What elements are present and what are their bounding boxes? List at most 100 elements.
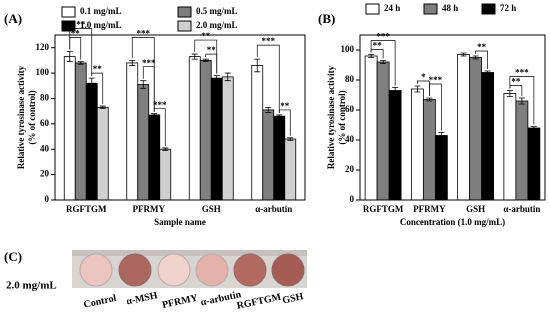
error-bar [254, 58, 261, 73]
significance-label: *** [376, 32, 390, 42]
bar [199, 59, 212, 201]
error-bar [265, 106, 272, 113]
bar [410, 88, 424, 201]
plate-photo [72, 250, 307, 288]
significance-label: *** [142, 58, 156, 68]
sample-label: PFRMY [161, 293, 199, 311]
legend-label: 0.5 mg/mL [196, 6, 238, 16]
legend-swatch [177, 20, 192, 32]
legend-label: 24 h [384, 3, 400, 13]
significance-bracket [429, 83, 442, 131]
bar [364, 55, 378, 201]
error-bar [151, 113, 158, 117]
error-bar [438, 132, 445, 139]
legend-swatch [177, 6, 192, 18]
significance-label: *** [515, 68, 529, 78]
error-bar [472, 55, 479, 60]
y-tick-label: 80 [40, 93, 50, 103]
bar [284, 138, 297, 201]
error-bar [426, 97, 433, 102]
bar [85, 82, 98, 201]
error-bar [202, 58, 209, 63]
y-tick-label: 40 [345, 134, 355, 144]
y-tick-label: 100 [341, 44, 355, 54]
sample-label: GSH [281, 291, 304, 306]
x-tick-label: GSH [202, 204, 221, 214]
y-tick-label: 20 [40, 169, 50, 179]
error-bar [162, 147, 169, 151]
significance-label: *** [262, 36, 276, 46]
error-bar [66, 51, 73, 63]
bar [210, 77, 223, 201]
x-tick-label: α-arbutin [255, 204, 292, 214]
bar [126, 62, 139, 201]
x-tick-label: α-arbutin [503, 204, 540, 214]
sample-label: α-MSH [125, 290, 159, 307]
significance-label: * [421, 72, 426, 82]
legend-label: 72 h [500, 3, 516, 13]
error-bar [213, 75, 220, 82]
legend-label: 0.1 mg/mL [80, 6, 122, 16]
significance-bracket [205, 53, 218, 74]
bar [63, 56, 76, 201]
significance-label: ** [76, 20, 86, 30]
error-bar [380, 60, 387, 64]
error-bar [287, 137, 294, 141]
error-bar [392, 87, 399, 94]
significance-label: ** [93, 64, 103, 74]
y-axis-title: Relative tyrosinase activity [16, 65, 26, 169]
y-tick-label: 120 [36, 42, 50, 52]
y-tick-label: 80 [345, 74, 355, 84]
error-bar [140, 80, 147, 89]
bar [188, 56, 201, 201]
significance-bracket [91, 72, 104, 105]
bar [376, 61, 390, 201]
bar [457, 54, 471, 201]
legend-swatch [365, 3, 380, 15]
x-axis-title: Concentration (1.0 mg/mL) [400, 217, 505, 227]
y-axis-title: (% of control) [27, 90, 37, 144]
significance-label: *** [429, 75, 443, 85]
significance-bracket [142, 66, 155, 112]
panel-label: (A) [4, 11, 22, 26]
panel-label: (B) [318, 11, 335, 26]
error-bar [506, 90, 513, 97]
panel-label: (C) [4, 249, 22, 264]
bar [515, 100, 529, 201]
error-bar [276, 114, 283, 118]
bar [137, 84, 150, 201]
error-bar [88, 77, 95, 89]
significance-label: *** [153, 100, 167, 110]
significance-bracket [153, 108, 166, 146]
bar [74, 62, 87, 201]
error-bar [414, 85, 421, 93]
error-bar [368, 54, 375, 58]
sample-label: RGFTGM [236, 292, 283, 312]
plot-frame [54, 34, 306, 201]
bar [422, 99, 436, 201]
error-bar [530, 126, 537, 130]
y-tick-label: 40 [40, 143, 50, 153]
bar [388, 90, 402, 201]
significance-label: *** [137, 28, 151, 38]
y-tick-label: 0 [350, 194, 355, 204]
error-bar [518, 97, 525, 105]
x-tick-label: PFRMY [413, 204, 446, 214]
significance-bracket [256, 44, 280, 113]
bar [481, 72, 495, 201]
significance-label: ** [477, 42, 487, 52]
error-bar [129, 59, 136, 66]
significance-bracket [509, 76, 535, 125]
error-bar [224, 72, 231, 82]
error-bar [99, 105, 106, 110]
y-tick-label: 20 [345, 164, 355, 174]
x-tick-label: PFRMY [133, 204, 166, 214]
error-bar [191, 53, 198, 60]
y-axis-title: Relative tyrosinase activity [326, 65, 336, 169]
legend-swatch [423, 3, 438, 15]
y-axis-title: (% of control) [337, 90, 347, 144]
legend-swatch [61, 20, 76, 32]
significance-bracket [475, 50, 488, 69]
legend-label: 2.0 mg/mL [196, 20, 238, 30]
